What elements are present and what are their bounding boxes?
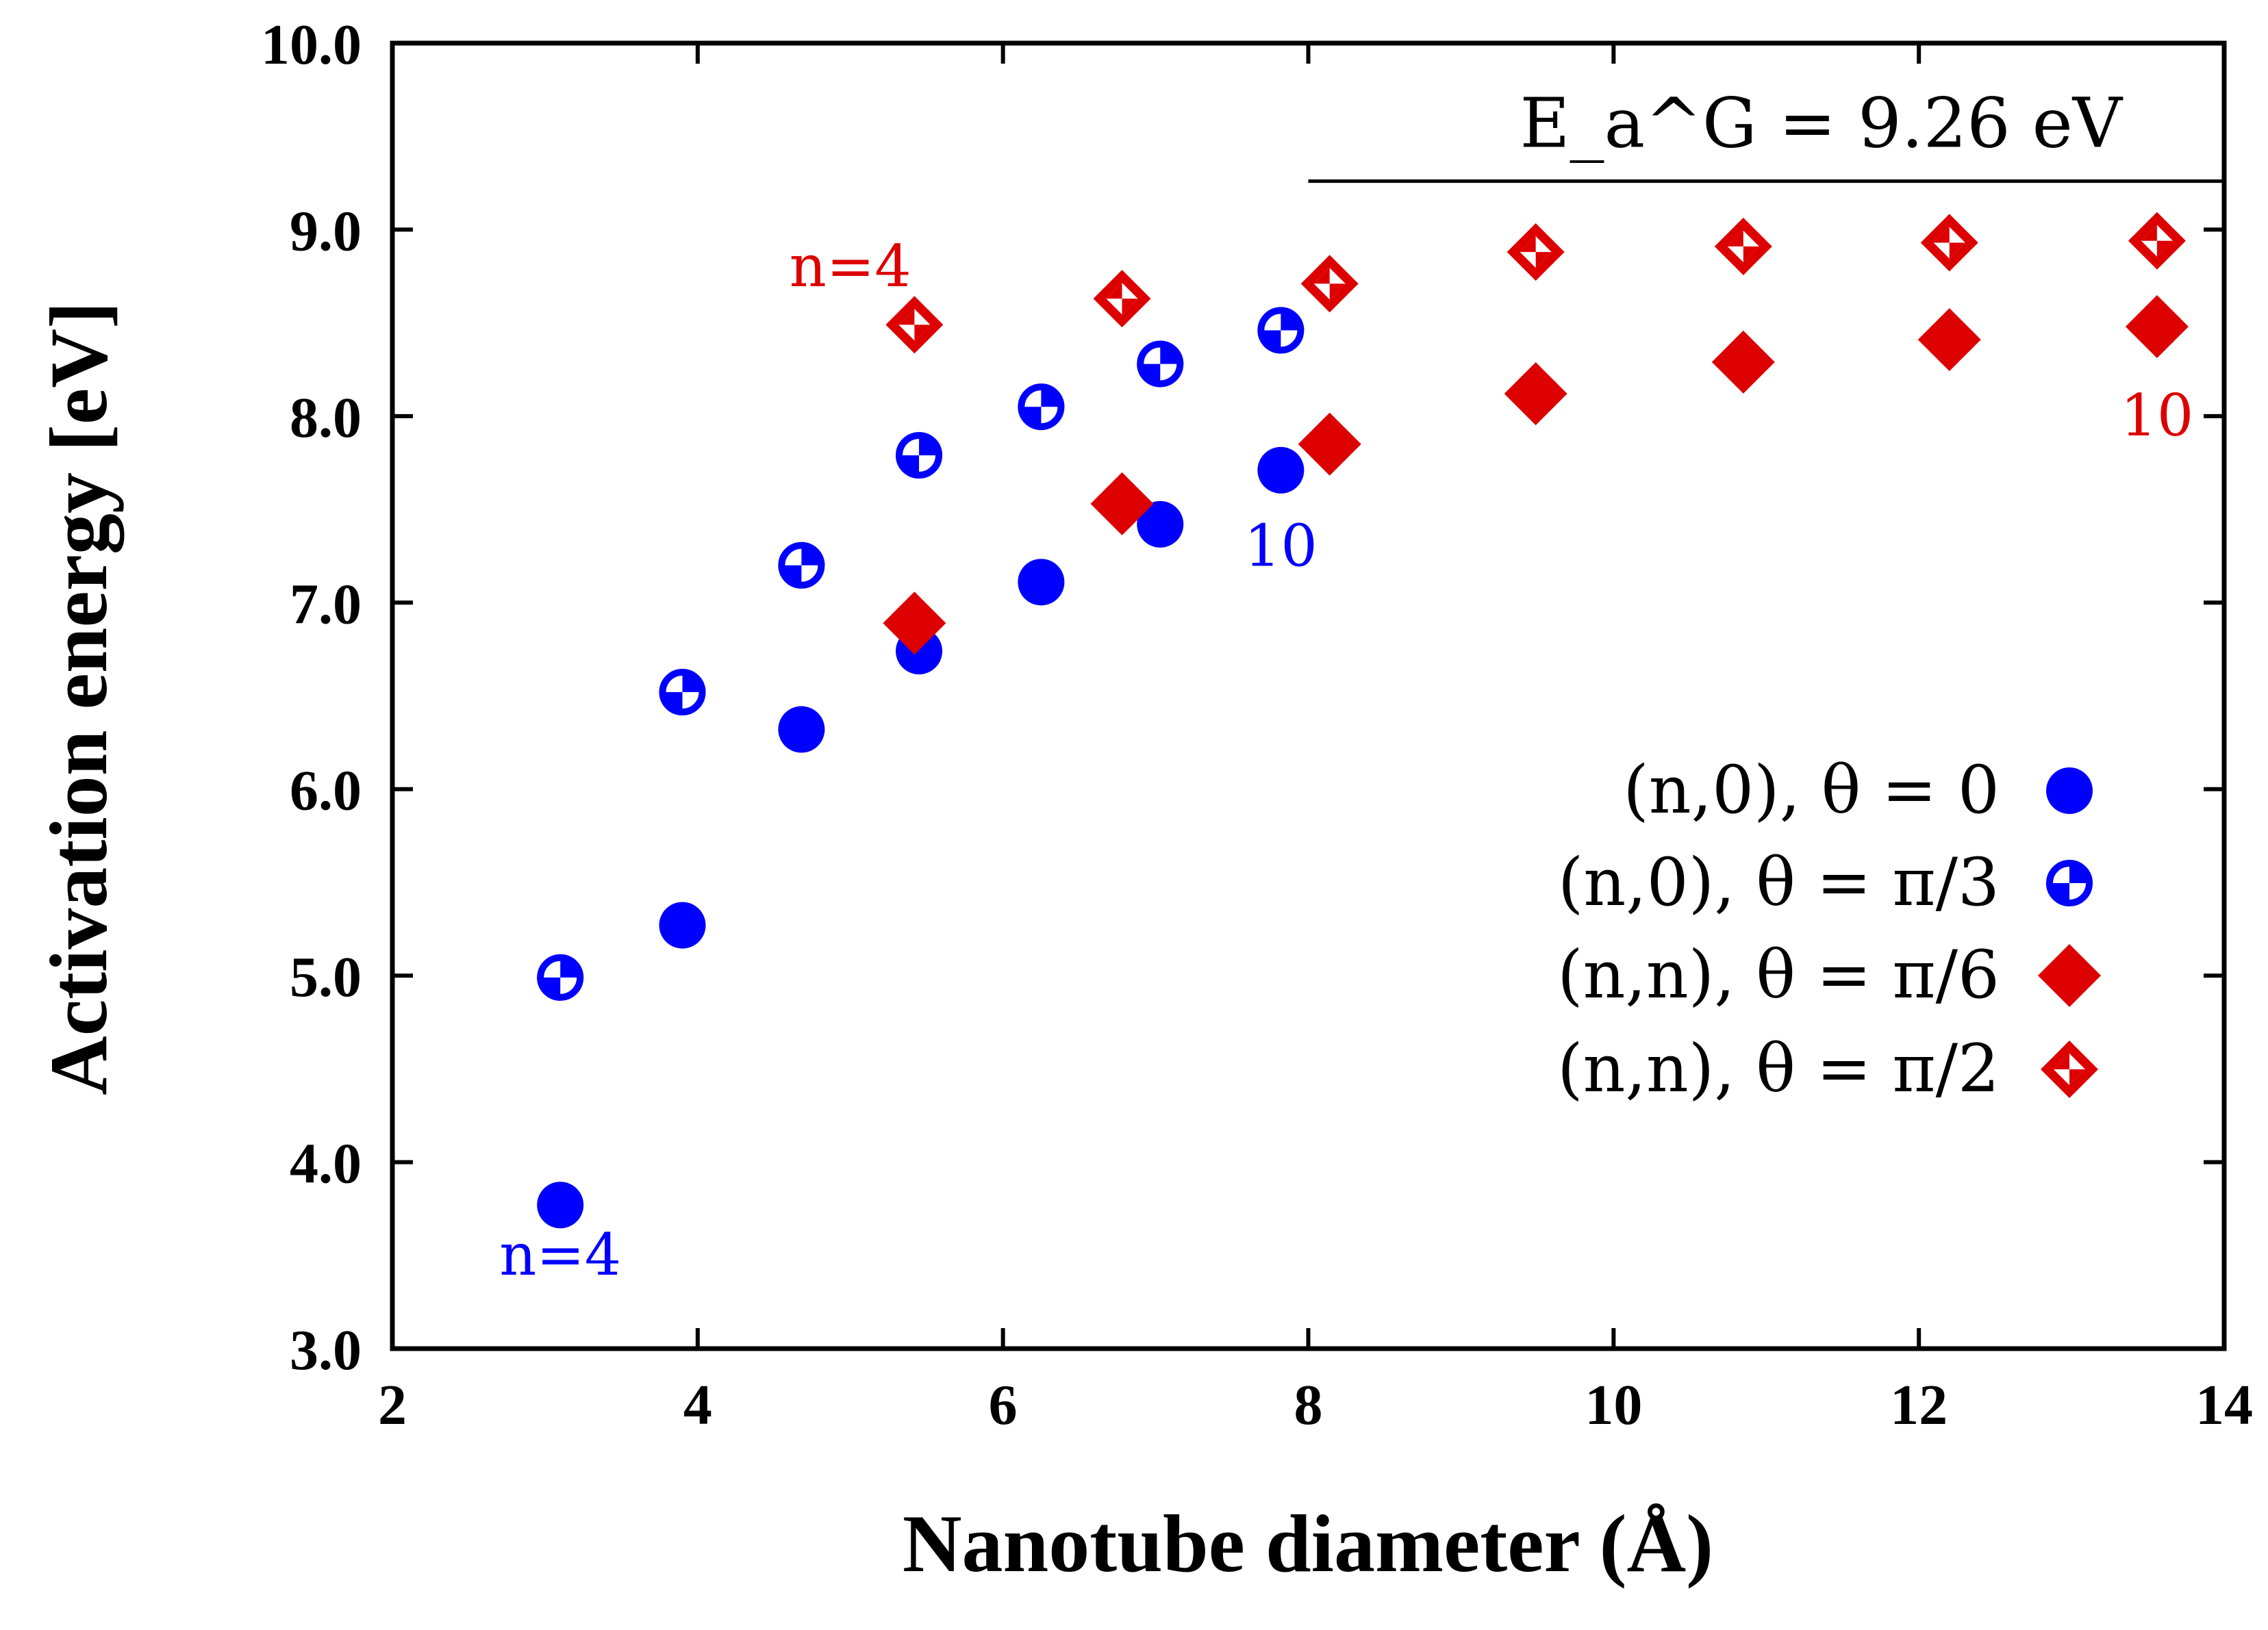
x-tick-label: 2 — [378, 1373, 407, 1437]
legend-marker — [2041, 1041, 2098, 1098]
series-half-diamond — [885, 212, 2186, 354]
annotation-label: 10 — [2120, 382, 2193, 449]
reference-line-group: E_a^G = 9.26 eV — [1308, 84, 2224, 183]
y-tick-label: 6.0 — [290, 759, 362, 823]
marker-filled-circle — [2046, 767, 2093, 814]
x-tick-label: 8 — [1294, 1373, 1323, 1437]
y-tick-label: 7.0 — [290, 572, 362, 636]
marker-filled-circle — [1257, 446, 1305, 494]
series-filled-circle — [537, 446, 1305, 1229]
marker-half-circle — [537, 954, 584, 1001]
legend-marker — [2046, 860, 2093, 906]
x-tick-label: 12 — [1890, 1373, 1948, 1437]
legend-entry-label: (n,n), θ = π/2 — [1557, 1030, 2000, 1107]
y-tick-label: 4.0 — [290, 1132, 362, 1196]
x-tick-label: 14 — [2195, 1373, 2253, 1437]
marker-half-diamond — [2041, 1041, 2098, 1098]
marker-filled-diamond — [1504, 362, 1567, 426]
marker-filled-circle — [659, 902, 706, 949]
marker-half-diamond — [1714, 217, 1772, 275]
x-tick-label: 6 — [989, 1373, 1018, 1437]
legend-marker — [2038, 944, 2101, 1007]
y-tick-label: 5.0 — [290, 945, 362, 1009]
y-axis-title: Activation energy [eV] — [33, 301, 125, 1095]
axis-ticks — [392, 43, 2224, 1349]
marker-half-circle — [1137, 340, 1184, 387]
marker-half-circle — [1018, 383, 1065, 431]
y-tick-label: 10.0 — [261, 13, 362, 77]
marker-half-circle — [2046, 860, 2093, 906]
marker-half-diamond — [1507, 223, 1565, 281]
x-tick-label: 4 — [683, 1373, 712, 1437]
reference-line-label: E_a^G = 9.26 eV — [1520, 84, 2124, 164]
marker-half-circle — [659, 669, 706, 716]
legend-entry-label: (n,0), θ = π/3 — [1558, 844, 2000, 921]
marker-half-diamond — [1093, 270, 1151, 328]
marker-filled-diamond — [1298, 412, 1361, 476]
x-tick-label: 10 — [1585, 1373, 1642, 1437]
marker-filled-diamond — [1711, 330, 1775, 394]
marker-filled-diamond — [2038, 944, 2101, 1007]
legend-entry-label: (n,0), θ = 0 — [1623, 752, 2000, 828]
marker-half-diamond — [885, 296, 944, 354]
series-filled-diamond — [883, 295, 2189, 655]
x-tick-labels: 2 4 6 8 10 12 14 — [378, 1373, 2253, 1437]
annotation-label: n=4 — [790, 233, 911, 300]
marker-half-circle — [778, 542, 825, 589]
marker-filled-circle — [1137, 500, 1184, 548]
y-tick-label: 8.0 — [290, 386, 362, 450]
annotation-label: n=4 — [499, 1221, 621, 1288]
y-tick-label: 3.0 — [290, 1319, 362, 1382]
legend-marker — [2046, 767, 2093, 814]
marker-half-diamond — [1300, 255, 1359, 313]
annotation-label: 10 — [1244, 513, 1318, 580]
marker-filled-diamond — [1917, 308, 1981, 372]
data-points — [537, 212, 2189, 1229]
marker-filled-diamond — [883, 591, 946, 655]
marker-filled-circle — [778, 706, 825, 753]
marker-filled-diamond — [2125, 295, 2189, 359]
marker-filled-circle — [1018, 559, 1065, 606]
y-tick-labels: 3.0 4.0 5.0 6.0 7.0 8.0 9.0 10.0 — [261, 13, 362, 1382]
annotations: n=4 10 n=4 10 — [499, 233, 2193, 1288]
marker-half-diamond — [1920, 214, 1978, 272]
legend-entry-label: (n,n), θ = π/6 — [1557, 937, 2000, 1013]
series-half-circle — [537, 307, 1305, 1001]
marker-half-circle — [1257, 307, 1305, 354]
x-axis-title: Nanotube diameter (Å) — [903, 1498, 1713, 1589]
y-tick-label: 9.0 — [290, 199, 362, 263]
marker-half-diamond — [2128, 212, 2186, 270]
marker-filled-diamond — [1090, 472, 1154, 535]
marker-half-circle — [896, 432, 943, 479]
marker-filled-circle — [537, 1182, 584, 1229]
legend: (n,0), θ = 0 (n,0), θ = π/3 (n,n), θ = π/6… — [1557, 752, 2101, 1107]
